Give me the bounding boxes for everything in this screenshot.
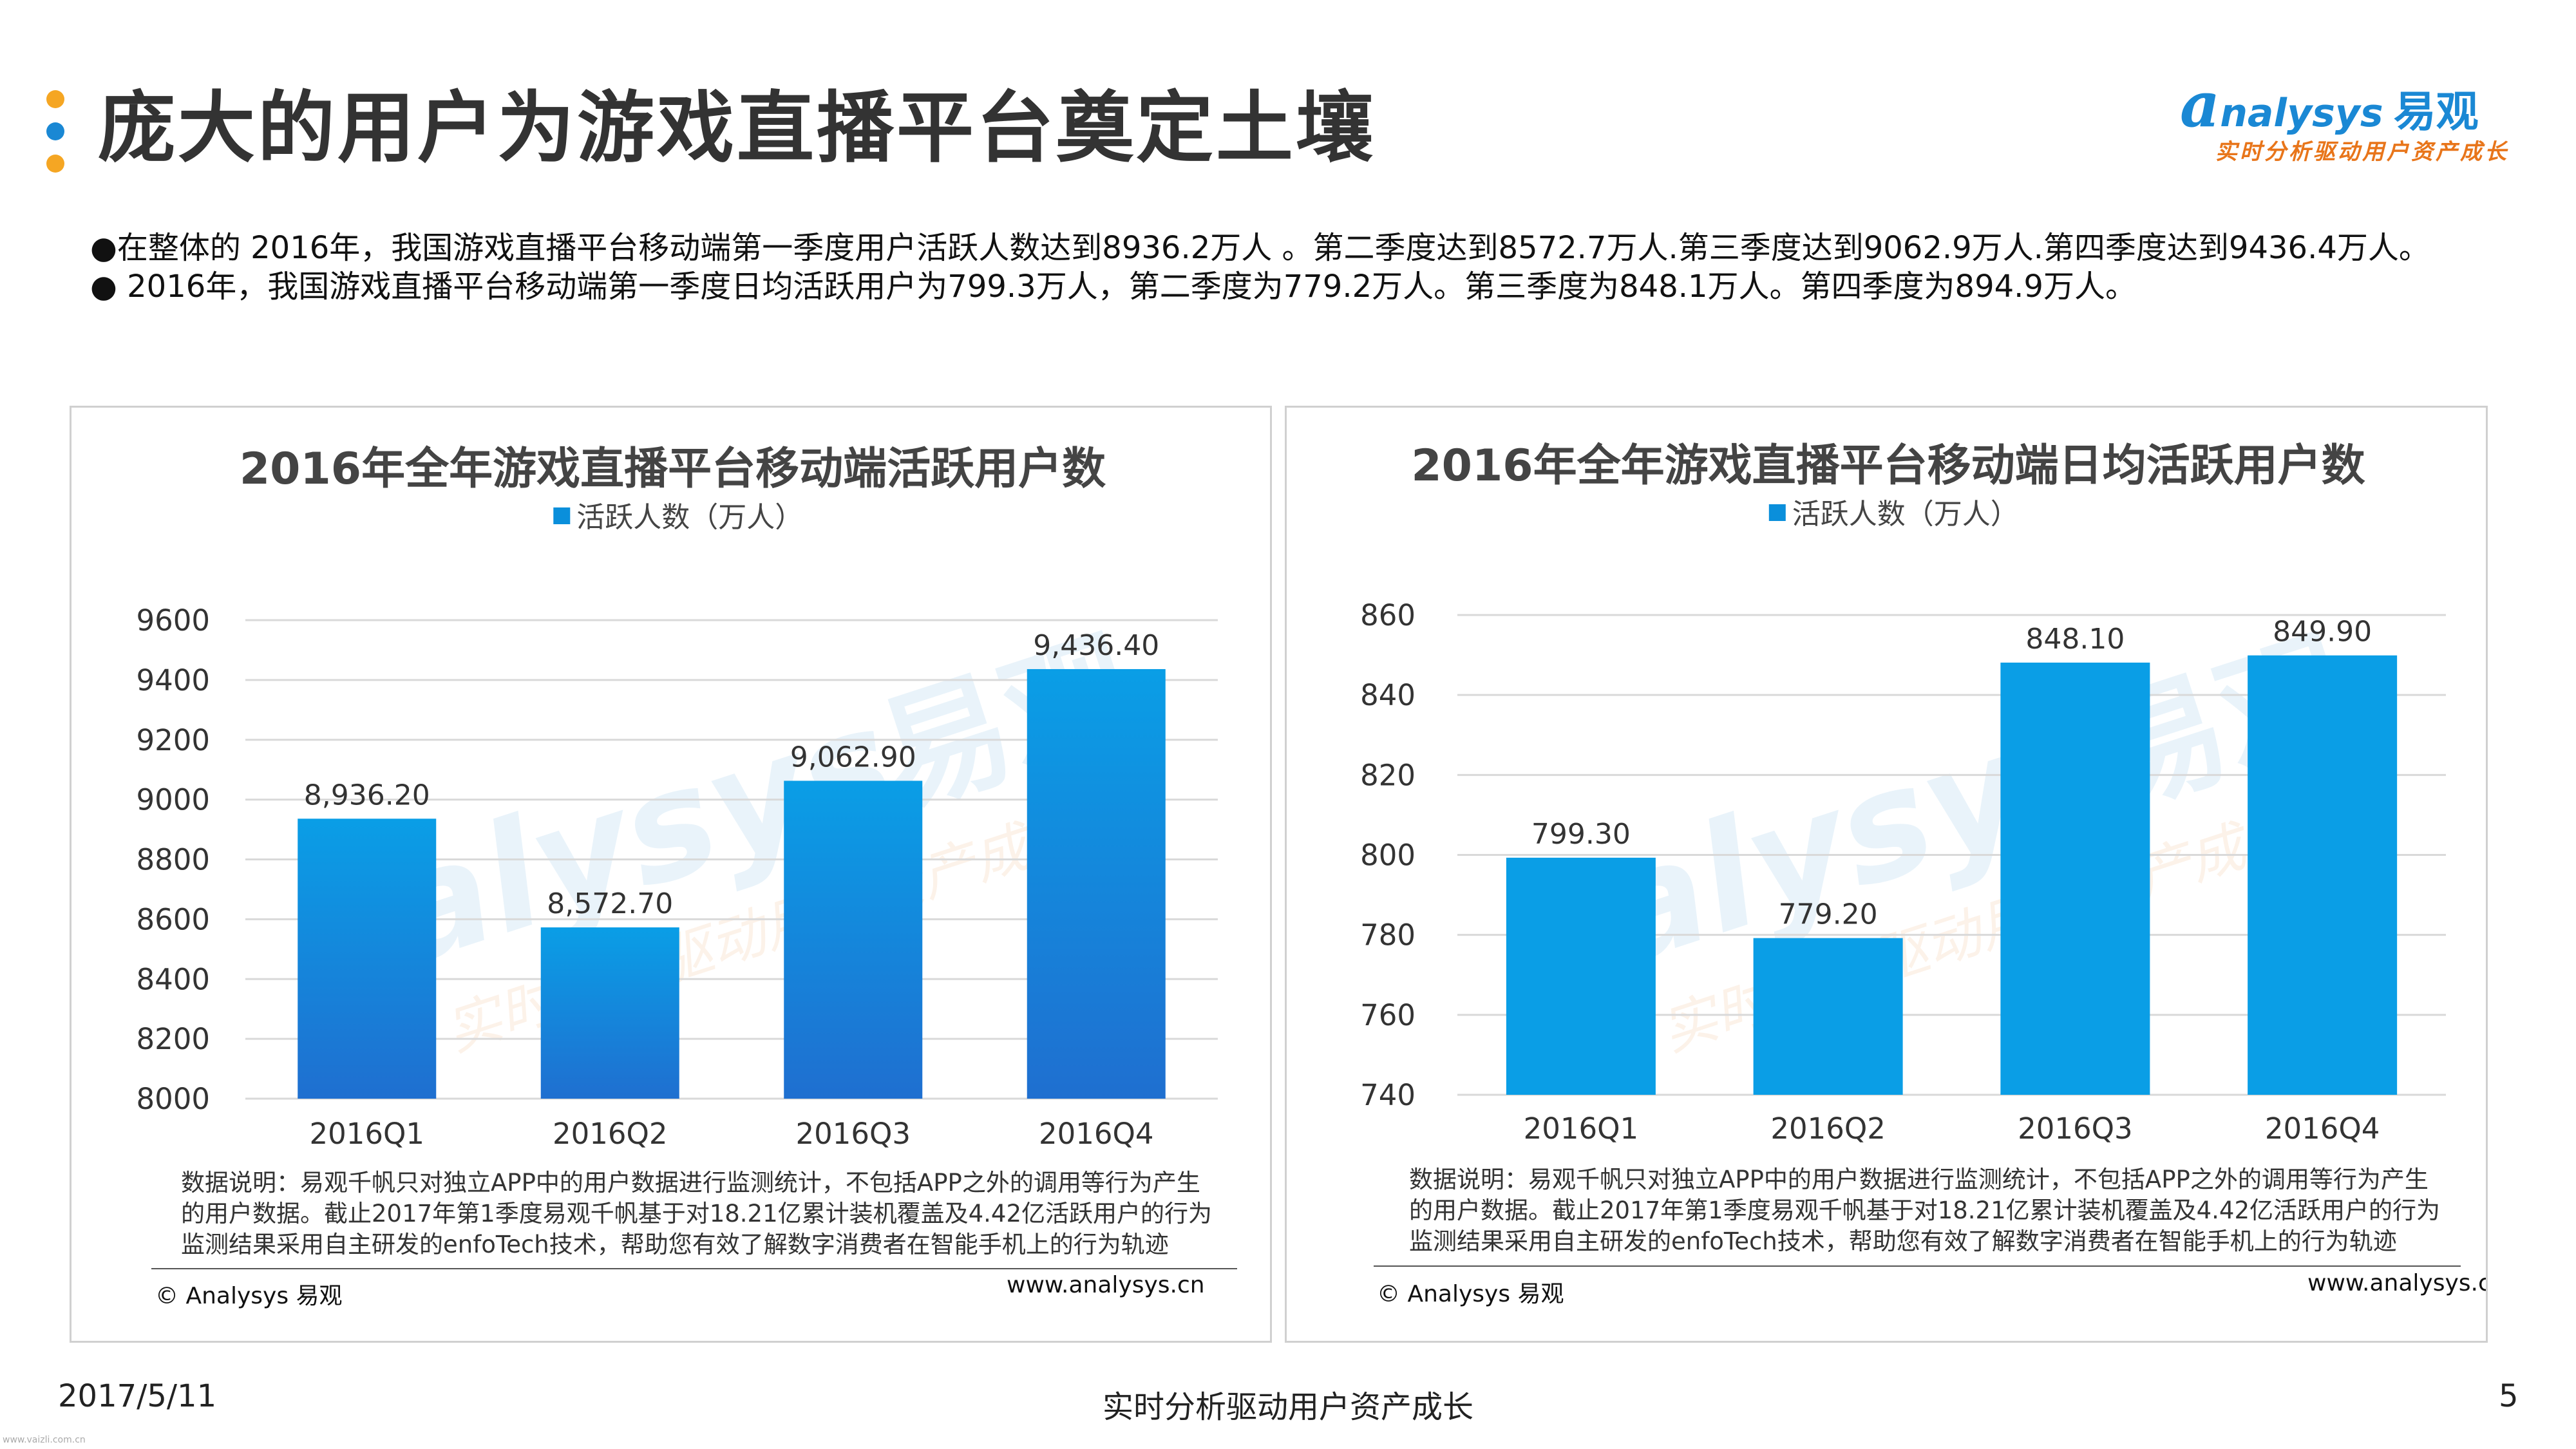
page-title: 庞大的用户为游戏直播平台奠定土壤 [98,84,1376,173]
data-note-line: 监测结果采用自主研发的enfoTech技术，帮助您有效了解数字消费者在智能手机上… [181,1231,1169,1258]
bar [784,781,923,1099]
data-note: 数据说明：易观千帆只对独立APP中的用户数据进行监测统计，不包括APP之外的调用… [181,1168,1212,1260]
legend-label: 活跃人数（万人） [1792,498,2019,531]
summary-bullets: ●在整体的 2016年，我国游戏直播平台移动端第一季度用户活跃人数达到8936.… [90,229,2434,306]
bar [1753,938,1903,1095]
x-category-label: 2016Q1 [309,1117,424,1151]
logo-cn: 易观 [2393,87,2479,137]
bullet-text: ● 2016年，我国游戏直播平台移动端第一季度日均活跃用户为799.3万人，第二… [90,269,2136,305]
bar [1027,668,1166,1099]
y-tick-label: 760 [1360,998,1416,1032]
copyright-text: © Analysys 易观 [1377,1281,1564,1307]
bar-value-label: 779.20 [1779,898,1878,931]
legend-label: 活跃人数（万人） [576,501,803,534]
data-note-line: 数据说明：易观千帆只对独立APP中的用户数据进行监测统计，不包括APP之外的调用… [181,1169,1200,1197]
x-category-label: 2016Q4 [1039,1117,1154,1151]
chart-panel-daily-active-users: nalysys 易观 实时分析驱动用户资产成长 2016年全年游戏直播平台移动端日均活… [1285,406,2488,1343]
page-number: 5 [2499,1378,2519,1414]
y-tick-label: 8800 [136,843,210,877]
y-tick-label: 9400 [136,663,210,697]
bar [1506,857,1656,1095]
chart-panel-active-users: nalysys 易观 实时分析驱动用户资产成长 2016年全年游戏直播平台移动端活跃用… [70,406,1272,1343]
bar [540,927,679,1099]
bar-value-label: 8,936.20 [304,779,430,811]
logo-tagline: 实时分析驱动用户资产成长 [2215,139,2509,165]
legend-swatch [553,507,571,524]
bullet-text: ●在整体的 2016年，我国游戏直播平台移动端第一季度用户活跃人数达到8936.… [90,230,2430,266]
data-note-line: 的用户数据。截止2017年第1季度易观千帆基于对18.21亿累计装机覆盖及4.4… [181,1200,1213,1227]
note-divider [1374,1265,2461,1267]
bar-value-label: 9,062.90 [790,741,916,773]
y-tick-label: 780 [1360,918,1416,952]
dot-icon [46,155,64,173]
y-tick-label: 800 [1360,838,1416,873]
bar-value-label: 848.10 [2025,623,2125,656]
data-note-line: 监测结果采用自主研发的enfoTech技术，帮助您有效了解数字消费者在智能手机上… [1409,1227,2397,1255]
data-note-line: 数据说明：易观千帆只对独立APP中的用户数据进行监测统计，不包括APP之外的调用… [1409,1166,2429,1193]
bar-value-label: 8,572.70 [547,887,673,920]
bar [298,819,437,1099]
y-tick-label: 8200 [136,1022,210,1056]
data-note-line: 的用户数据。截止2017年第1季度易观千帆基于对18.21亿累计装机覆盖及4.4… [1409,1197,2441,1224]
footer-date: 2017/5/11 [58,1378,217,1414]
x-category-label: 2016Q3 [795,1117,911,1151]
source-url: www.vaizli.com.cn [3,1435,86,1445]
y-tick-label: 8400 [136,962,210,996]
legend-swatch [1768,504,1786,521]
bar-value-label: 9,436.40 [1033,629,1159,662]
y-tick-label: 820 [1360,758,1416,792]
y-tick-label: 740 [1360,1078,1416,1112]
website-link[interactable]: www.analysys.cn [2307,1270,2488,1296]
chart-title: 2016年全年游戏直播平台移动端活跃用户数 [240,444,1106,495]
x-category-label: 2016Q2 [553,1117,668,1151]
y-tick-label: 860 [1360,598,1416,632]
x-category-label: 2016Q4 [2265,1112,2380,1146]
chart-title: 2016年全年游戏直播平台移动端日均活跃用户数 [1411,440,2365,491]
x-category-label: 2016Q2 [1770,1112,1886,1146]
y-tick-label: 840 [1360,678,1416,712]
chart-active-users: nalysys易观实时分析驱动用户资产成长2016年全年游戏直播平台移动端活跃用… [136,444,1218,1151]
title-bullet-dots [46,90,67,187]
bar-value-label: 849.90 [2273,616,2372,649]
dot-icon [46,90,64,108]
note-divider [151,1268,1237,1269]
y-tick-label: 9000 [136,783,210,817]
x-category-label: 2016Q3 [2018,1112,2133,1146]
y-tick-label: 8000 [136,1082,210,1116]
footer-tagline: 实时分析驱动用户资产成长 [1102,1389,1473,1425]
y-tick-label: 9600 [136,603,210,638]
copyright-text: © Analysys 易观 [155,1283,343,1309]
website-link[interactable]: www.analysys.cn [1007,1272,1205,1298]
chart-daily-active-users: nalysys易观实时分析驱动用户资产成长2016年全年游戏直播平台移动端日均活… [1360,440,2446,1146]
y-tick-label: 8600 [136,902,210,936]
x-category-label: 2016Q1 [1524,1112,1639,1146]
bar [2000,662,2150,1095]
logo-word: nalysys [2220,91,2383,136]
analysys-logo: analysys 易观 实时分析驱动用户资产成长 [2180,74,2506,166]
logo-letter: a [2180,68,2221,141]
bar [2248,655,2398,1095]
y-tick-label: 9200 [136,723,210,757]
dot-icon [46,122,64,140]
data-note: 数据说明：易观千帆只对独立APP中的用户数据进行监测统计，不包括APP之外的调用… [1409,1164,2440,1257]
bar-value-label: 799.30 [1531,818,1631,851]
